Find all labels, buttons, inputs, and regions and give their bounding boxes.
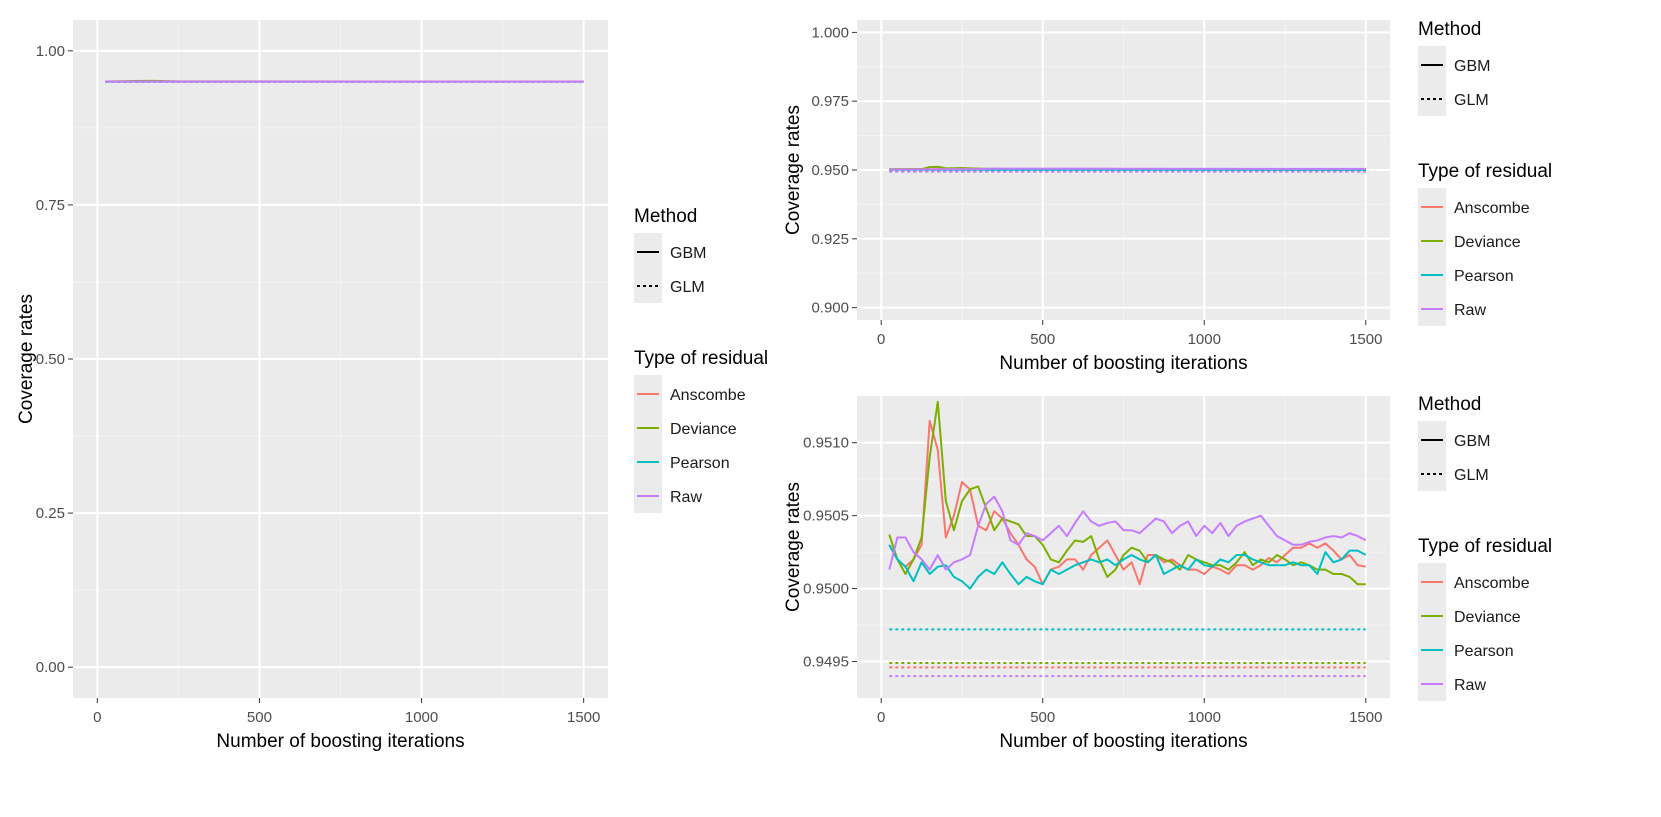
x-tick-label: 1500	[567, 709, 600, 726]
legend-label-glm: GLM	[1454, 467, 1489, 484]
legend-label-glm: GLM	[1454, 92, 1489, 109]
x-tick-label: 0	[93, 709, 101, 726]
y-axis-title: Coverage rates	[16, 294, 37, 424]
y-tick-label: 0.9500	[803, 581, 849, 598]
y-tick-label: 0.950	[811, 162, 849, 179]
legend-bottom-right: Method GBM GLM Type of residual Anscombe Devi…	[1418, 394, 1552, 701]
legend-label-pearson: Pearson	[1454, 643, 1514, 660]
y-tick-label: 0.9505	[803, 508, 849, 525]
legend-residual-keys-bg	[634, 375, 662, 513]
legend-top-right: Method GBM GLM Type of residual Anscombe Devi…	[1418, 19, 1552, 326]
legend-label-raw: Raw	[1454, 302, 1486, 319]
legend-label-gbm: GBM	[670, 245, 706, 262]
x-axis-title: Number of boosting iterations	[999, 731, 1247, 752]
y-tick-label: 1.00	[36, 43, 65, 60]
legend-method-title: Method	[1418, 19, 1481, 40]
y-tick-label: 0.75	[36, 197, 65, 214]
legend-label-anscombe: Anscombe	[1454, 200, 1530, 217]
legend-label-anscombe: Anscombe	[670, 387, 746, 404]
legend-residual-title: Type of residual	[1418, 536, 1552, 557]
x-tick-label: 0	[877, 709, 885, 726]
legend-method-keys-bg	[1418, 46, 1446, 116]
legend-method-title: Method	[1418, 394, 1481, 415]
x-tick-label: 1000	[1188, 709, 1221, 726]
legend-left: Method GBM GLM Type of residual Anscombe Devi…	[634, 206, 768, 513]
y-tick-label: 0.9495	[803, 654, 849, 671]
x-tick-label: 0	[877, 331, 885, 348]
y-tick-label: 0.975	[811, 93, 849, 110]
legend-method-keys-bg	[1418, 421, 1446, 491]
y-tick-label: 0.9510	[803, 435, 849, 452]
legend-label-raw: Raw	[670, 489, 702, 506]
legend-method-keys-bg	[634, 233, 662, 303]
legend-label-deviance: Deviance	[1454, 609, 1521, 626]
legend-label-pearson: Pearson	[1454, 268, 1514, 285]
x-tick-label: 1000	[405, 709, 438, 726]
x-tick-label: 1500	[1349, 709, 1382, 726]
y-axis-title: Coverage rates	[783, 105, 804, 235]
chart-panel-bottom-right: 0 500 1000 1500 0.9495 0.9500 0.9505 0.9510 Numb…	[783, 396, 1390, 752]
x-tick-label: 1500	[1349, 331, 1382, 348]
legend-residual-title: Type of residual	[1418, 161, 1552, 182]
series-line-raw-gbm	[888, 495, 1367, 571]
x-tick-label: 500	[247, 709, 272, 726]
x-tick-label: 1000	[1188, 331, 1221, 348]
legend-residual-keys-bg	[1418, 563, 1446, 701]
legend-label-pearson: Pearson	[670, 455, 730, 472]
legend-label-deviance: Deviance	[1454, 234, 1521, 251]
chart-panel-top-right: 0 500 1000 1500 0.900 0.925 0.950 0.975 1.000 Num…	[783, 20, 1390, 374]
series-line-deviance-gbm	[888, 400, 1366, 586]
legend-residual-title: Type of residual	[634, 348, 768, 369]
series-line-anscombe-gbm	[888, 419, 1366, 586]
legend-method-title: Method	[634, 206, 697, 227]
series-line-raw-gbm	[889, 167, 1366, 171]
legend-label-raw: Raw	[1454, 677, 1486, 694]
y-tick-label: 0.900	[811, 300, 849, 317]
y-axis-title: Coverage rates	[783, 482, 804, 612]
legend-label-deviance: Deviance	[670, 421, 737, 438]
y-tick-label: 1.000	[811, 24, 849, 41]
legend-label-anscombe: Anscombe	[1454, 575, 1530, 592]
legend-residual-keys-bg	[1418, 188, 1446, 326]
legend-label-gbm: GBM	[1454, 433, 1490, 450]
series-line-pearson-gbm	[888, 544, 1367, 590]
x-tick-label: 500	[1030, 331, 1055, 348]
y-tick-label: 0.50	[36, 351, 65, 368]
x-axis-title: Number of boosting iterations	[999, 353, 1247, 374]
legend-label-gbm: GBM	[1454, 58, 1490, 75]
y-tick-label: 0.00	[36, 659, 65, 676]
y-tick-label: 0.925	[811, 231, 849, 248]
chart-panel-left: 0 500 1000 1500 0.00 0.25 0.50 0.75 1.00 Number o…	[16, 20, 608, 752]
legend-label-glm: GLM	[670, 279, 705, 296]
y-tick-label: 0.25	[36, 505, 65, 522]
x-axis-title: Number of boosting iterations	[216, 731, 464, 752]
x-tick-label: 500	[1030, 709, 1055, 726]
